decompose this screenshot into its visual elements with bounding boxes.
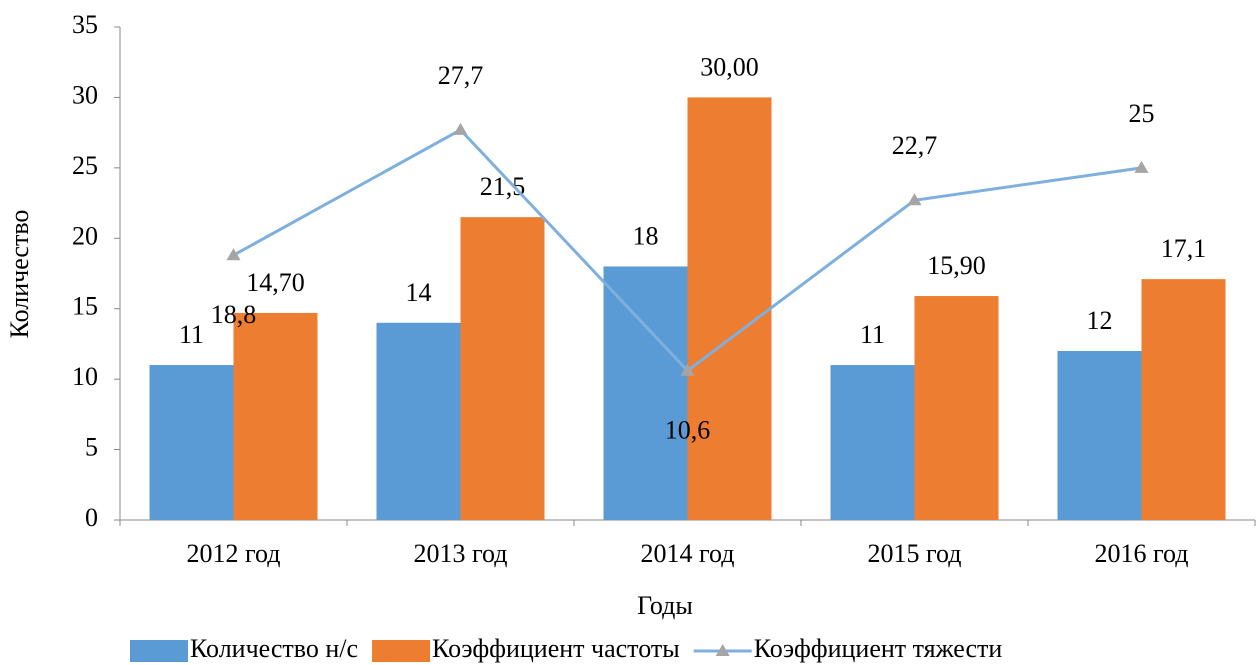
data-label: 30,00 (700, 52, 759, 81)
data-label: 25 (1129, 99, 1155, 128)
marker (1134, 160, 1149, 173)
bar (687, 97, 772, 520)
y-tick-label: 25 (72, 151, 98, 180)
bar (149, 365, 234, 520)
y-tick-label: 5 (85, 433, 98, 462)
bar (233, 312, 318, 520)
x-tick-label: 2015 год (868, 539, 962, 568)
data-label: 10,6 (665, 416, 711, 445)
bar (603, 266, 688, 520)
legend-swatch (130, 640, 188, 662)
y-tick-label: 0 (85, 503, 98, 532)
y-tick-label: 35 (72, 10, 98, 39)
bar (460, 217, 545, 520)
legend-marker (715, 644, 730, 656)
marker (453, 122, 468, 135)
marker (680, 363, 695, 376)
y-axis-label: Количество (5, 210, 34, 339)
legend-label: Коэффициент тяжести (754, 634, 1003, 663)
data-label: 21,5 (480, 172, 526, 201)
data-label: 27,7 (438, 61, 484, 90)
data-label: 15,90 (927, 251, 986, 280)
data-label: 14 (406, 278, 432, 307)
legend-label: Коэффициент частоты (432, 634, 680, 663)
data-label: 14,70 (246, 268, 305, 297)
y-tick-label: 20 (72, 221, 98, 250)
data-label: 12 (1087, 306, 1113, 335)
x-axis-label: Годы (637, 591, 693, 620)
y-tick-label: 30 (72, 80, 98, 109)
x-tick-label: 2016 год (1095, 539, 1189, 568)
x-tick-label: 2014 год (641, 539, 735, 568)
legend-swatch (372, 640, 431, 662)
marker (226, 248, 241, 261)
marker (907, 193, 922, 206)
x-tick-label: 2013 год (414, 539, 508, 568)
bar (830, 365, 915, 520)
bar (1057, 350, 1142, 520)
data-label: 18 (633, 221, 659, 250)
data-label: 17,1 (1161, 234, 1207, 263)
y-tick-label: 15 (72, 292, 98, 321)
bar (1141, 279, 1226, 520)
data-label: 18,8 (211, 300, 257, 329)
data-label: 11 (179, 320, 204, 349)
y-tick-label: 10 (72, 362, 98, 391)
data-label: 11 (860, 320, 885, 349)
x-tick-label: 2012 год (187, 539, 281, 568)
data-label: 22,7 (892, 131, 938, 160)
legend-label: Количество н/с (190, 634, 358, 663)
bar (914, 296, 999, 520)
bar (376, 322, 461, 520)
